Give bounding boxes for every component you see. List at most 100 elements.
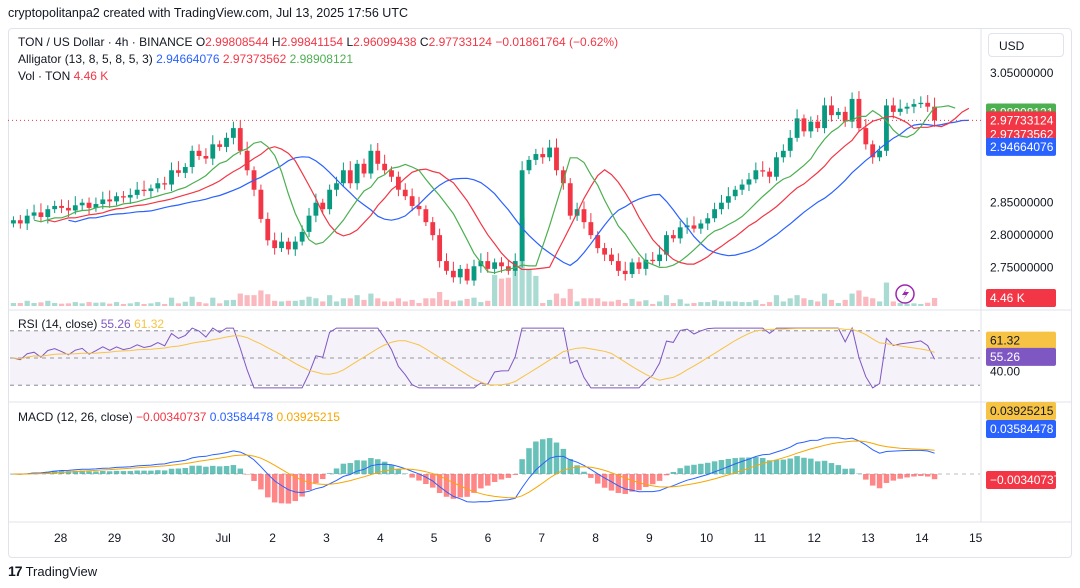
candle-body[interactable]: [904, 106, 910, 109]
candle-body[interactable]: [416, 205, 422, 210]
candle-body[interactable]: [237, 128, 243, 151]
candle-body[interactable]: [59, 205, 64, 208]
candle-body[interactable]: [842, 111, 848, 122]
candle-body[interactable]: [11, 220, 16, 224]
candle-body[interactable]: [705, 218, 711, 224]
candle-body[interactable]: [643, 259, 649, 269]
candle-body[interactable]: [732, 189, 738, 197]
candle-body[interactable]: [554, 147, 559, 171]
volume-legend[interactable]: Vol · TON 4.46 K: [18, 69, 108, 83]
rsi-label[interactable]: RSI (14, close): [18, 317, 98, 331]
candle-body[interactable]: [815, 121, 821, 129]
candle-body[interactable]: [774, 157, 779, 177]
candle-body[interactable]: [169, 170, 174, 185]
candle-body[interactable]: [746, 179, 752, 185]
candle-body[interactable]: [437, 235, 443, 262]
candle-body[interactable]: [121, 196, 126, 198]
candle-body[interactable]: [615, 261, 621, 271]
candle-body[interactable]: [485, 261, 491, 269]
candle-body[interactable]: [224, 137, 229, 147]
candle-body[interactable]: [911, 104, 917, 107]
candle-body[interactable]: [897, 108, 903, 112]
candle-body[interactable]: [870, 144, 876, 158]
candle-body[interactable]: [347, 170, 353, 184]
candle-body[interactable]: [354, 163, 360, 184]
candle-body[interactable]: [423, 209, 429, 223]
candle-body[interactable]: [719, 202, 724, 210]
candle-body[interactable]: [244, 150, 250, 171]
alligator-label[interactable]: Alligator (13, 8, 5, 8, 5, 3): [18, 52, 153, 66]
candle-body[interactable]: [231, 128, 236, 138]
candle-body[interactable]: [430, 222, 436, 236]
candle-body[interactable]: [849, 98, 855, 122]
candle-body[interactable]: [155, 183, 161, 189]
candle-body[interactable]: [306, 215, 312, 232]
candle-body[interactable]: [402, 189, 408, 197]
candle-body[interactable]: [114, 196, 119, 202]
candle-body[interactable]: [100, 199, 106, 204]
candle-body[interactable]: [320, 202, 326, 210]
candle-body[interactable]: [533, 154, 539, 160]
alligator-legend[interactable]: Alligator (13, 8, 5, 8, 5, 3) 2.94664076…: [18, 52, 353, 66]
candle-body[interactable]: [670, 235, 676, 239]
candle-body[interactable]: [471, 266, 477, 281]
candle-body[interactable]: [588, 222, 594, 236]
candle-body[interactable]: [176, 170, 181, 173]
candle-body[interactable]: [890, 105, 896, 112]
candle-body[interactable]: [526, 159, 532, 171]
candle-body[interactable]: [148, 188, 154, 192]
candle-body[interactable]: [313, 202, 319, 216]
candle-body[interactable]: [540, 154, 546, 158]
candle-body[interactable]: [141, 189, 147, 192]
candle-body[interactable]: [17, 220, 23, 224]
candle-body[interactable]: [519, 170, 525, 262]
candle-body[interactable]: [210, 144, 216, 159]
candle-body[interactable]: [217, 144, 223, 147]
candle-body[interactable]: [629, 262, 635, 275]
candle-body[interactable]: [134, 189, 140, 195]
candle-body[interactable]: [127, 194, 133, 198]
candle-body[interactable]: [835, 111, 841, 116]
candle-body[interactable]: [863, 128, 869, 145]
candle-body[interactable]: [808, 121, 814, 132]
macd-label[interactable]: MACD (12, 26, close): [18, 410, 133, 424]
candle-body[interactable]: [664, 235, 669, 255]
candle-body[interactable]: [725, 196, 731, 203]
candle-body[interactable]: [609, 254, 614, 262]
price-legend[interactable]: TON / US Dollar · 4h · BINANCE O2.998085…: [18, 35, 618, 49]
candle-body[interactable]: [361, 163, 367, 174]
candle-body[interactable]: [753, 170, 759, 180]
candle-body[interactable]: [389, 170, 394, 177]
candle-body[interactable]: [107, 199, 113, 202]
candle-body[interactable]: [258, 189, 264, 219]
candle-body[interactable]: [760, 170, 766, 172]
candle-body[interactable]: [86, 202, 92, 208]
candle-body[interactable]: [787, 137, 793, 151]
candle-body[interactable]: [457, 268, 463, 278]
candle-body[interactable]: [932, 106, 937, 121]
candle-body[interactable]: [464, 268, 470, 281]
candle-body[interactable]: [196, 150, 202, 156]
candle-body[interactable]: [334, 183, 339, 190]
candle-body[interactable]: [93, 204, 99, 208]
candle-body[interactable]: [368, 150, 374, 174]
candle-body[interactable]: [299, 231, 305, 242]
candle-body[interactable]: [698, 223, 704, 229]
candle-body[interactable]: [499, 262, 504, 267]
candle-body[interactable]: [595, 235, 601, 249]
candle-body[interactable]: [444, 261, 449, 271]
candle-body[interactable]: [375, 150, 381, 164]
candle-body[interactable]: [478, 261, 484, 267]
candle-body[interactable]: [79, 202, 85, 206]
volume-label[interactable]: Vol · TON: [18, 69, 71, 83]
candle-body[interactable]: [327, 189, 333, 210]
candle-body[interactable]: [492, 262, 498, 269]
candle-body[interactable]: [409, 196, 415, 206]
rsi-legend[interactable]: RSI (14, close) 55.26 61.32: [18, 317, 164, 331]
candle-body[interactable]: [918, 102, 924, 105]
macd-legend[interactable]: MACD (12, 26, close) −0.00340737 0.03584…: [18, 410, 340, 424]
lightning-icon[interactable]: [895, 284, 915, 304]
candle-body[interactable]: [877, 150, 882, 158]
candle-body[interactable]: [691, 225, 697, 229]
